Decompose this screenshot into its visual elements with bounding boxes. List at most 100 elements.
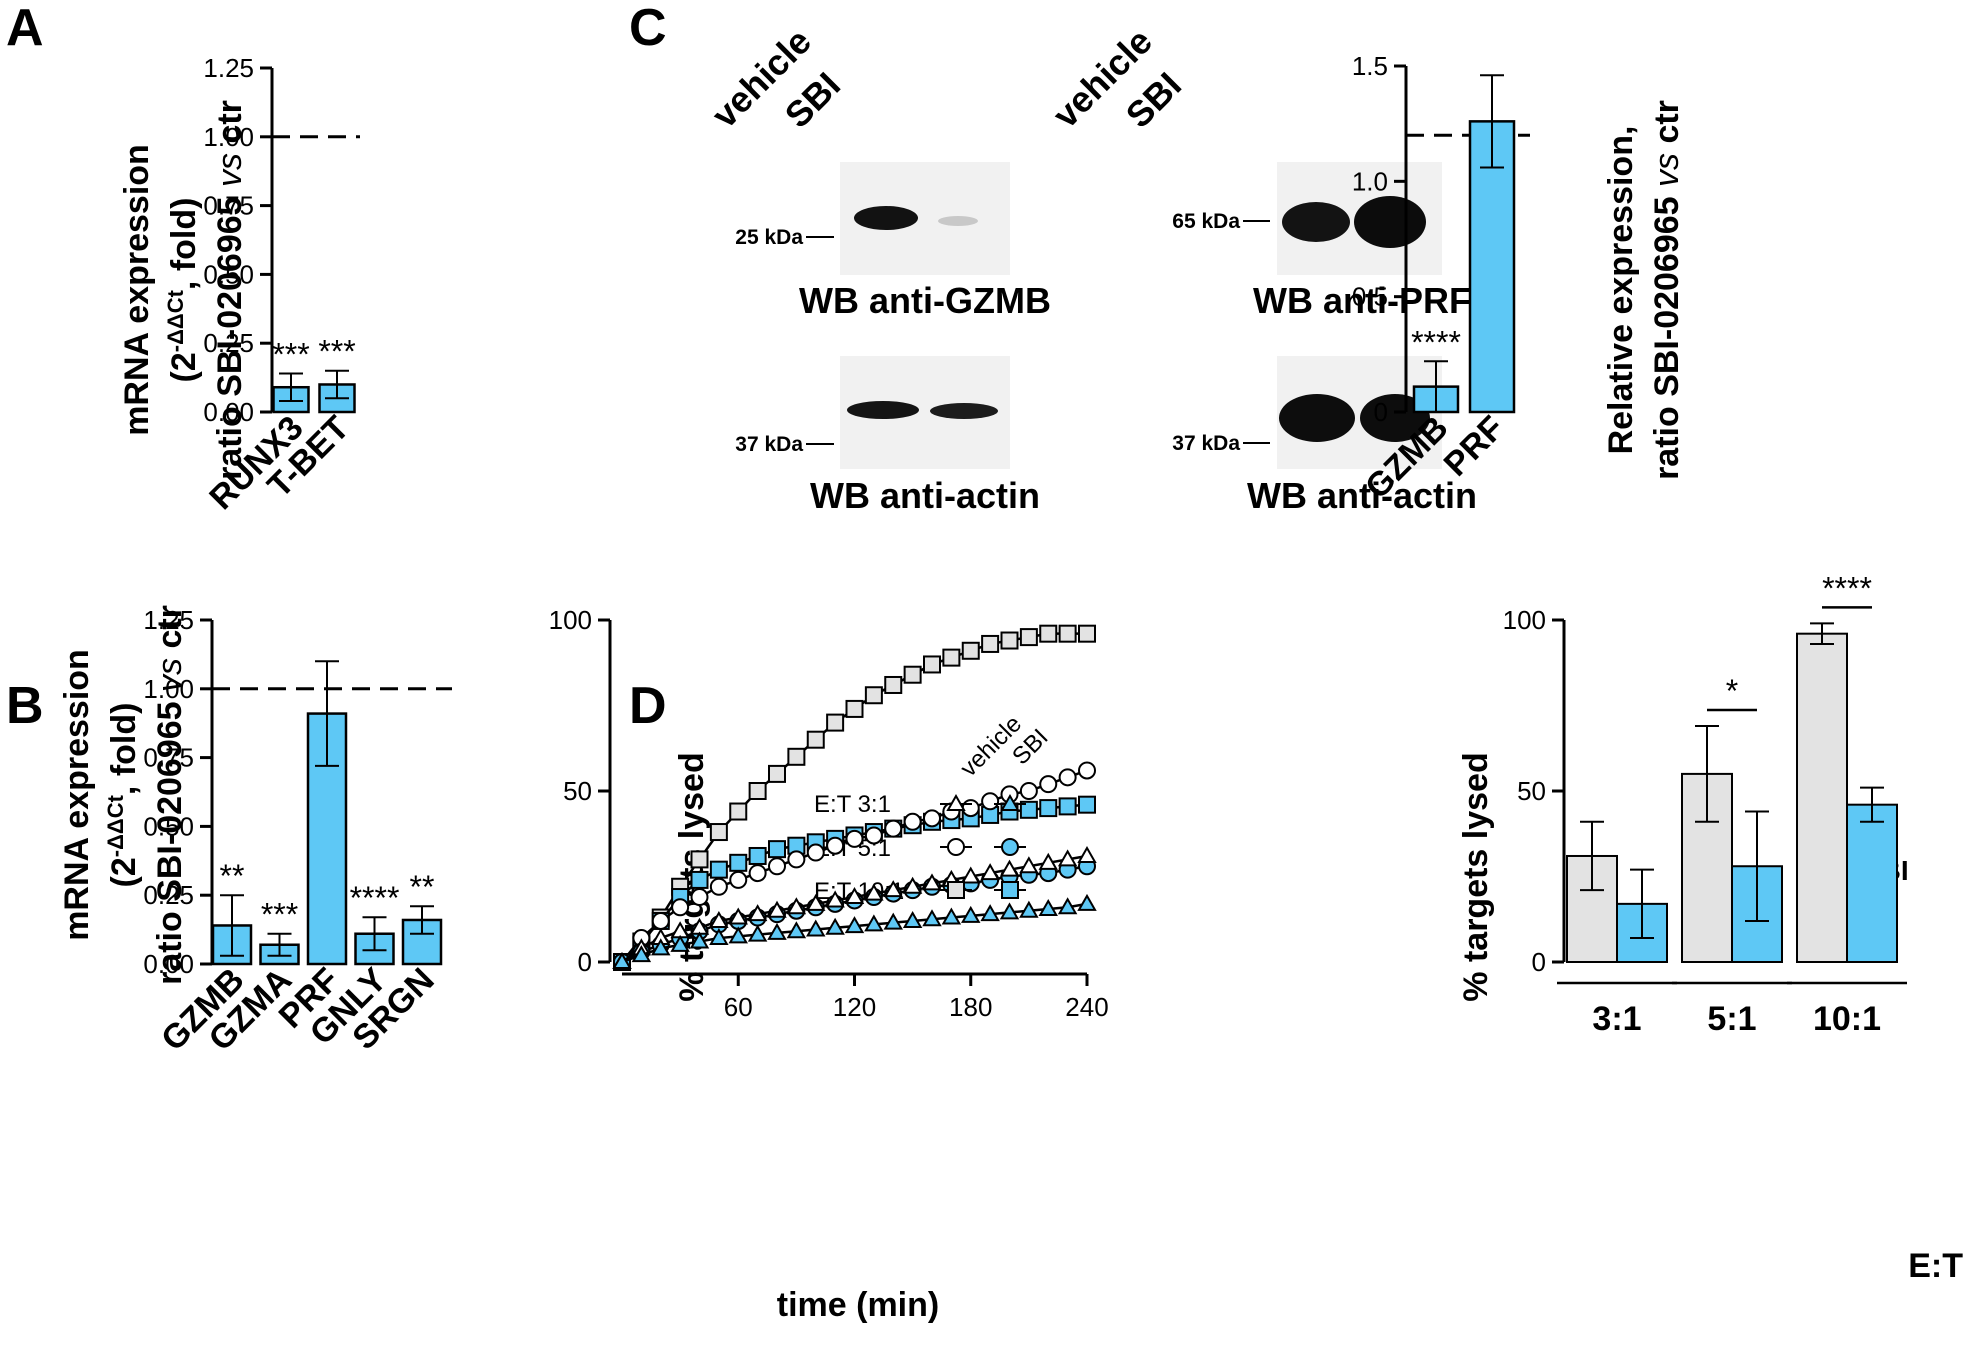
chart-d-point-vehicle-3-1: [902, 876, 923, 894]
chart-d-point-sbi-3-1: [980, 904, 1000, 922]
chart-c-y-tick-label: 1.5: [1352, 51, 1388, 81]
chart-d-point-vehicle-3-1: [864, 883, 884, 901]
chart-d-x-tick-label: 60: [724, 992, 753, 1022]
chart-d-point-vehicle-3-1: [999, 859, 1020, 877]
marker-37-kda-1: 37 kDa: [735, 433, 803, 456]
blot-prf-band-vehicle: [1282, 202, 1350, 242]
chart-d-point-vehicle-3-1: [825, 890, 845, 908]
caption-actin-1: WB anti-actin: [810, 475, 1040, 516]
chart-d-point-vehicle-5-1: [1078, 761, 1096, 780]
chart-d-point-vehicle-5-1: [709, 877, 728, 896]
chart-d-point-vehicle-5-1: [806, 843, 825, 862]
chart-d-point-vehicle-3-1: [1038, 852, 1058, 870]
chart-d-point-sbi-3-1: [651, 938, 671, 956]
chart-c-bar: [1468, 120, 1516, 414]
chart-d-point-vehicle-5-1: [864, 826, 883, 845]
chart-d-point-vehicle-10-1: [845, 699, 864, 718]
chart-b-y-tick-label: 0.25: [143, 880, 194, 910]
chart-d-point-vehicle-3-1: [961, 866, 981, 884]
chart-d-bars: % targets lysed E:T ctr SBI 0501003:15:1…: [1457, 570, 1963, 1285]
chart-d-point-sbi-3-1: [1077, 893, 1097, 911]
chart-d-point-sbi-3-1: [786, 921, 807, 939]
chart-d-point-sbi-3-1: [709, 928, 729, 946]
chart-d-point-sbi-10-1: [748, 846, 767, 865]
chart-d-point-vehicle-10-1: [961, 641, 980, 660]
chart-e-y-tick-label: 50: [1517, 776, 1546, 806]
blot-gzmb-band-vehicle: [854, 206, 918, 230]
chart-d-y-tick-label: 100: [549, 605, 592, 635]
chart-e-significance: ****: [1822, 570, 1872, 606]
chart-d-point-sbi-3-1: [961, 905, 981, 923]
blot-gzmb-band-sbi: [938, 216, 978, 226]
chart-d-point-vehicle-10-1: [768, 764, 786, 783]
chart-e-x-label: 10:1: [1813, 1000, 1881, 1038]
caption-actin-2: WB anti-actin: [1247, 475, 1477, 516]
chart-c-y-tick-label: 1.0: [1352, 166, 1388, 196]
chart-d-point-sbi-3-1: [670, 934, 690, 952]
chart-b-y-tick-label: 0.75: [143, 743, 194, 773]
blot-actin-2-band-sbi: [1360, 394, 1430, 442]
chart-b-ylabel-line3: ratio SBI-0206965 vs ctr: [151, 605, 189, 985]
chart-e-x-label: 5:1: [1707, 1000, 1756, 1038]
chart-d-y-tick-label: 50: [563, 776, 592, 806]
chart-e-x-label: 3:1: [1592, 1000, 1641, 1038]
legend-marker-square: [1001, 881, 1019, 899]
legend-marker-circle: [1001, 838, 1019, 856]
panel-label-d: D: [629, 677, 667, 735]
chart-d-point-sbi-3-1: [1019, 900, 1039, 918]
chart-d-point-vehicle-5-1: [1039, 775, 1058, 794]
chart-d-point-vehicle-10-1: [1039, 624, 1058, 643]
chart-d-point-sbi-10-1: [729, 853, 748, 872]
chart-d-point-sbi-3-1: [631, 945, 652, 963]
chart-d-point-sbi-3-1: [1057, 897, 1078, 915]
western-blots: vehicle SBI vehicle SBI 25 kDa WB anti-G…: [704, 20, 1477, 516]
chart-d-point-vehicle-10-1: [1078, 624, 1096, 643]
chart-d-point-vehicle-5-1: [1019, 782, 1038, 800]
caption-prf: WB anti-PRF: [1253, 280, 1471, 321]
chart-a-ylabel-line1: mRNA expression: [118, 144, 156, 436]
chart-d-point-sbi-3-1: [612, 951, 632, 969]
chart-d-point-vehicle-10-1: [903, 665, 922, 684]
chart-c-ylabel-line2: ratio SBI-0206965 vs ctr: [1648, 100, 1686, 480]
chart-d-point-sbi-3-1: [767, 922, 787, 940]
chart-d-point-sbi-10-1: [690, 870, 709, 889]
chart-d-point-sbi-3-1: [1038, 898, 1058, 916]
chart-d-point-vehicle-3-1: [709, 910, 729, 928]
blot-prf-band-sbi: [1354, 196, 1426, 248]
chart-d-point-sbi-10-1: [1019, 800, 1038, 819]
chart-d-point-vehicle-5-1: [884, 819, 903, 838]
chart-c-y-tick-label: 0.5: [1352, 282, 1388, 312]
chart-d-point-vehicle-5-1: [690, 888, 709, 907]
chart-e-significance: *: [1726, 673, 1738, 709]
marker-65-kda: 65 kDa: [1172, 210, 1240, 233]
chart-a-ylabel-line2: (2-ΔΔCt, fold): [163, 198, 204, 383]
panel-label-a: A: [6, 0, 44, 57]
chart-a-y-tick-label: 0.00: [203, 397, 254, 427]
legend-marker-circle: [947, 838, 965, 856]
chart-d-kinetics: % targets lysed time (min) vehicle SBI E…: [549, 605, 1109, 1324]
chart-b-significance: ****: [350, 880, 400, 916]
chart-d-point-vehicle-5-1: [671, 898, 690, 917]
chart-d-point-sbi-3-1: [902, 910, 923, 928]
chart-d-point-sbi-3-1: [747, 924, 768, 942]
chart-e-bar-ctr: [1796, 632, 1848, 963]
chart-d-point-vehicle-5-1: [748, 864, 767, 883]
chart-d-point-sbi-3-1: [728, 926, 748, 944]
chart-c: Relative expression, ratio SBI-0206965 v…: [1352, 51, 1686, 506]
chart-e-ylabel: % targets lysed: [1457, 752, 1495, 1001]
chart-d-point-vehicle-5-1: [923, 809, 941, 828]
chart-a-significance: ***: [318, 334, 355, 370]
chart-d-point-vehicle-10-1: [864, 686, 883, 705]
chart-d-point-vehicle-3-1: [980, 863, 1000, 881]
chart-d-point-sbi-3-1: [941, 907, 962, 925]
marker-25-kda: 25 kDa: [735, 226, 803, 249]
chart-d-point-vehicle-3-1: [1057, 849, 1078, 867]
chart-d-point-vehicle-10-1: [1058, 624, 1077, 643]
chart-a-y-tick-label: 1.25: [203, 53, 254, 83]
chart-b-significance: ***: [261, 897, 298, 933]
chart-d-x-tick-label: 120: [833, 992, 876, 1022]
chart-e-y-tick-label: 0: [1532, 947, 1546, 977]
chart-d-point-vehicle-10-1: [1000, 631, 1019, 650]
chart-d-point-vehicle-3-1: [786, 897, 807, 915]
